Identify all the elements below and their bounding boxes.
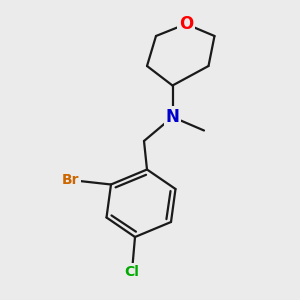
Text: N: N — [166, 108, 179, 126]
Text: Br: Br — [62, 173, 79, 187]
Text: Cl: Cl — [124, 265, 140, 278]
Text: O: O — [179, 15, 193, 33]
